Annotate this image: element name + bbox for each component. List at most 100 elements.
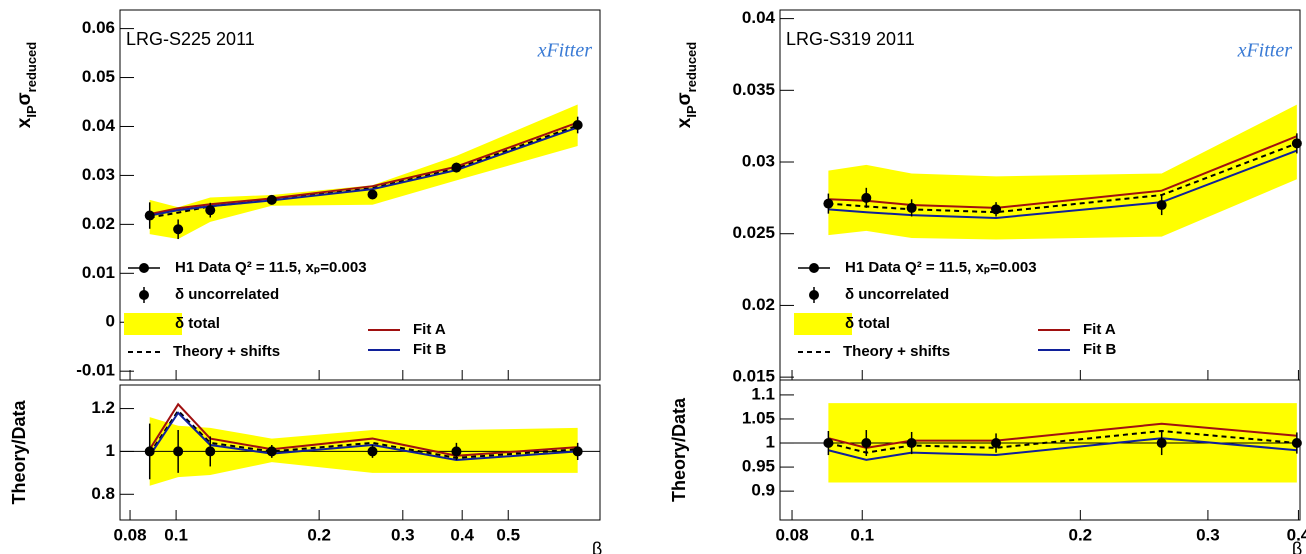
y-tick-label: 1.05 — [742, 408, 775, 427]
data-point — [173, 446, 184, 457]
data-point — [173, 224, 184, 235]
legend-swatch — [124, 313, 182, 335]
legend-swatch — [809, 290, 819, 300]
legend-label: Fit B — [1083, 341, 1116, 358]
series-line — [828, 135, 1298, 209]
x-tick-label: 0.4 — [1287, 525, 1306, 544]
data-point — [1156, 200, 1167, 211]
logo: xFitter — [1237, 40, 1293, 62]
legend-label: δ total — [845, 315, 890, 332]
legend-swatch — [794, 313, 852, 335]
y-tick-label: 0 — [106, 312, 115, 331]
x-tick-label: 0.3 — [391, 525, 415, 544]
data-point — [1291, 138, 1302, 149]
legend-label: δ uncorrelated — [845, 286, 949, 303]
data-point — [1156, 438, 1167, 449]
y-tick-label: 0.9 — [751, 481, 775, 500]
y-axis-label: Theory/Data — [669, 397, 689, 502]
x-axis-label: β — [1292, 539, 1302, 554]
x-tick-label: 0.5 — [496, 525, 520, 544]
data-point — [823, 198, 834, 209]
y-axis-label-part: σ — [674, 92, 695, 105]
plot-frame — [119, 384, 601, 521]
y-tick-label: 0.02 — [82, 214, 115, 233]
series-line — [828, 437, 1297, 461]
y-tick-label: 0.025 — [732, 223, 775, 242]
y-axis-label: xIPσreduced — [674, 42, 699, 129]
series-line — [828, 422, 1297, 449]
legend-swatch — [809, 263, 819, 273]
legend-label: H1 Data Q² = 11.5, xₚ=0.003 — [175, 259, 367, 276]
logo: xFitter — [537, 40, 593, 62]
y-tick-label: 1.2 — [91, 398, 115, 417]
y-axis-label-part: IP — [24, 105, 39, 118]
error-band — [149, 104, 578, 240]
data-point — [861, 438, 872, 449]
y-axis-label-part: IP — [684, 105, 699, 118]
data-point — [451, 162, 462, 173]
y-tick-label: 0.02 — [742, 295, 775, 314]
y-tick-label: 1.1 — [751, 384, 775, 403]
y-tick-label: 0.015 — [732, 367, 775, 386]
legend-swatch — [139, 263, 149, 273]
x-tick-label: 0.4 — [450, 525, 474, 544]
legend-label: Theory + shifts — [843, 343, 950, 360]
series-line — [828, 142, 1298, 214]
x-tick-label: 0.2 — [1069, 525, 1093, 544]
legend-label: Fit A — [1083, 321, 1116, 338]
y-axis-label: xIPσreduced — [14, 42, 39, 129]
x-tick-label: 0.1 — [164, 525, 188, 544]
x-tick-label: 0.08 — [775, 525, 808, 544]
series-line — [149, 124, 579, 219]
data-point — [572, 120, 583, 131]
y-axis-label-part: reduced — [684, 42, 699, 93]
y-tick-label: 0.04 — [82, 116, 116, 135]
data-point — [367, 446, 378, 457]
x-tick-label: 0.2 — [307, 525, 331, 544]
y-tick-label: 0.04 — [742, 8, 776, 27]
x-axis-label: β — [592, 539, 602, 554]
legend-label: Theory + shifts — [173, 343, 280, 360]
y-tick-label: -0.01 — [76, 361, 115, 380]
data-point — [205, 446, 216, 457]
y-axis-label-part: reduced — [24, 42, 39, 93]
data-point — [861, 192, 872, 203]
data-point — [572, 446, 583, 457]
data-point — [991, 204, 1002, 215]
data-point — [1291, 438, 1302, 449]
data-point — [266, 194, 277, 205]
y-tick-label: 1 — [106, 441, 115, 460]
plot-frame — [779, 379, 1301, 521]
annotation: LRG-S319 2011 — [786, 29, 915, 49]
data-point — [144, 210, 155, 221]
data-point — [451, 446, 462, 457]
x-tick-label: 0.08 — [113, 525, 146, 544]
plot-frame — [119, 9, 601, 381]
data-point — [823, 438, 834, 449]
legend-label: Fit A — [413, 321, 446, 338]
data-point — [367, 189, 378, 200]
legend-label: δ uncorrelated — [175, 286, 279, 303]
y-tick-label: 0.01 — [82, 263, 115, 282]
series-line — [828, 149, 1298, 219]
y-tick-label: 0.95 — [742, 457, 775, 476]
y-tick-label: 0.035 — [732, 80, 775, 99]
data-point — [906, 202, 917, 213]
y-axis-label-part: x — [674, 117, 695, 128]
data-point — [144, 446, 155, 457]
series-line — [828, 429, 1297, 454]
y-axis-label: Theory/Data — [9, 399, 29, 504]
x-tick-label: 0.1 — [850, 525, 874, 544]
x-tick-label: 0.3 — [1196, 525, 1220, 544]
legend-swatch — [139, 290, 149, 300]
data-point — [266, 446, 277, 457]
legend-label: δ total — [175, 315, 220, 332]
y-axis-label-part: x — [14, 117, 35, 128]
y-tick-label: 0.05 — [82, 67, 115, 86]
legend-label: H1 Data Q² = 11.5, xₚ=0.003 — [845, 259, 1037, 276]
data-point — [205, 205, 216, 216]
y-tick-label: 0.8 — [91, 484, 115, 503]
y-tick-label: 0.03 — [82, 165, 115, 184]
y-axis-label-part: σ — [14, 92, 35, 105]
